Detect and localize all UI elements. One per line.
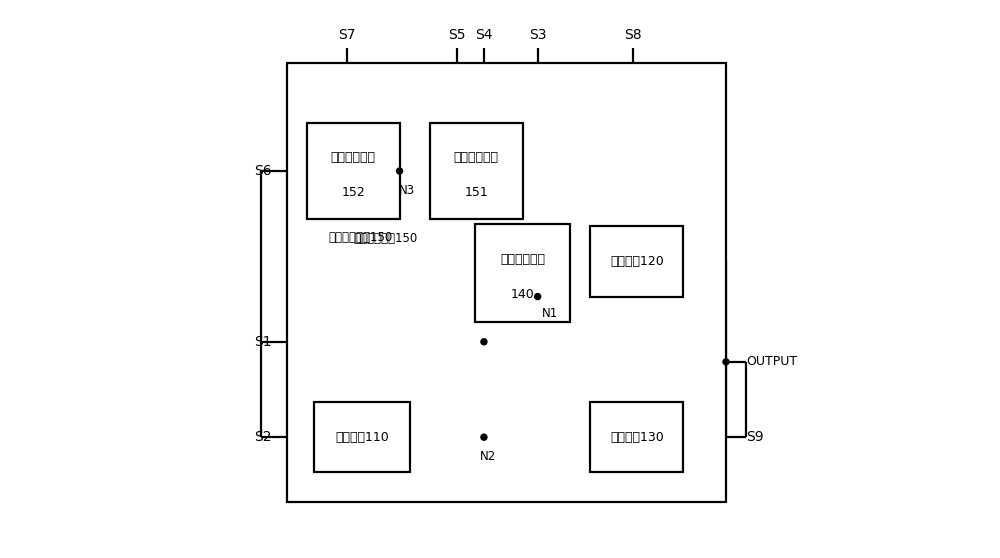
Text: S8: S8 [624,28,642,42]
Text: N3: N3 [399,184,415,196]
Bar [590,227,683,297]
Text: 151: 151 [464,185,488,199]
Text: S5: S5 [449,28,466,42]
Text: 第二控制单元150: 第二控制单元150 [329,231,393,244]
Text: 输出单元120: 输出单元120 [610,255,664,268]
Text: 第二控制模块: 第二控制模块 [331,151,376,164]
Text: S2: S2 [254,430,271,444]
Bar [287,63,726,502]
Text: 第二控制单元150: 第二控制单元150 [353,232,418,246]
Text: S4: S4 [475,28,493,42]
Circle shape [535,294,541,300]
Text: S3: S3 [529,28,546,42]
Bar [475,224,570,321]
Text: N2: N2 [480,450,496,463]
Circle shape [397,168,403,174]
Text: OUTPUT: OUTPUT [746,355,797,368]
Circle shape [481,434,487,440]
Bar [430,123,523,219]
Text: 140: 140 [511,288,534,301]
Bar [314,402,410,472]
Text: 152: 152 [341,185,365,199]
Circle shape [481,339,487,345]
Bar [590,402,683,472]
Text: S7: S7 [338,28,356,42]
Bar [296,99,536,250]
Text: S9: S9 [746,430,764,444]
Text: 输入单元110: 输入单元110 [335,431,389,444]
Text: S1: S1 [254,335,271,349]
Bar [307,123,400,219]
Text: N1: N1 [542,307,558,320]
Text: 重置单元130: 重置单元130 [610,431,664,444]
Circle shape [723,359,729,365]
Text: 第一控制单元: 第一控制单元 [500,253,545,267]
Text: S6: S6 [254,164,271,178]
Text: 第一控制模块: 第一控制模块 [454,151,499,164]
